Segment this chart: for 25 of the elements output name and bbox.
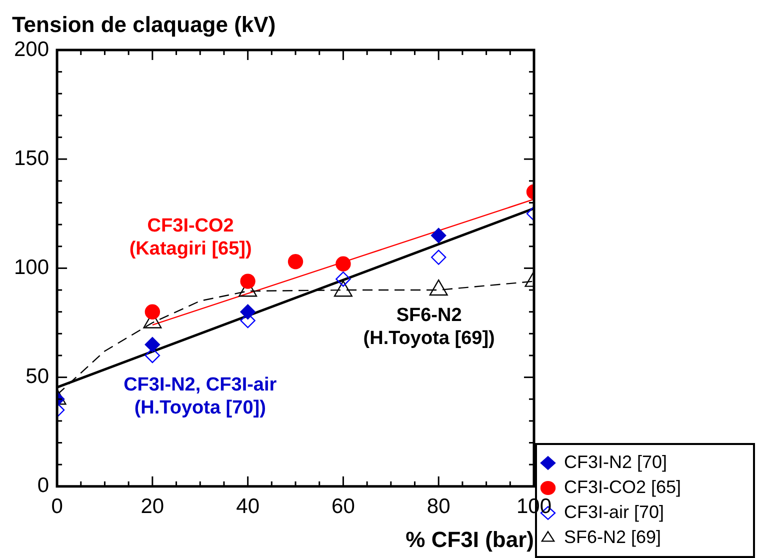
- point: [240, 304, 256, 320]
- y-tick-label: 150: [14, 146, 50, 170]
- x-tick-label: 20: [140, 494, 164, 518]
- x-tick-label: 40: [236, 494, 260, 518]
- annotation: CF3I-N2, CF3I-air (H.Toyota [70]): [124, 374, 278, 419]
- legend-label: CF3I-CO2 [65]: [564, 476, 682, 497]
- point: [336, 272, 351, 287]
- point: [144, 336, 160, 352]
- x-tick-label: 80: [426, 494, 450, 518]
- point: [144, 304, 160, 320]
- x-axis-title: % CF3I (bar): [406, 526, 534, 552]
- point: [336, 256, 351, 272]
- y-tick-label: 50: [26, 365, 50, 388]
- annotation: SF6-N2 (H.Toyota [69]): [363, 304, 495, 349]
- point: [240, 274, 256, 289]
- y-tick-label: 200: [14, 38, 50, 61]
- point: [288, 254, 304, 270]
- y-axis-title: Tension de claquage (kV): [12, 12, 276, 37]
- y-tick-label: 0: [37, 474, 50, 498]
- legend-label: CF3I-air [70]: [564, 502, 664, 522]
- x-tick-label: 60: [332, 494, 355, 518]
- legend-label: SF6-N2 [69]: [564, 526, 662, 547]
- annotation: CF3I-CO2 (Katagiri [65]): [129, 215, 252, 260]
- legend-label: CF3I-N2 [70]: [564, 452, 668, 472]
- y-tick-label: 100: [14, 256, 50, 279]
